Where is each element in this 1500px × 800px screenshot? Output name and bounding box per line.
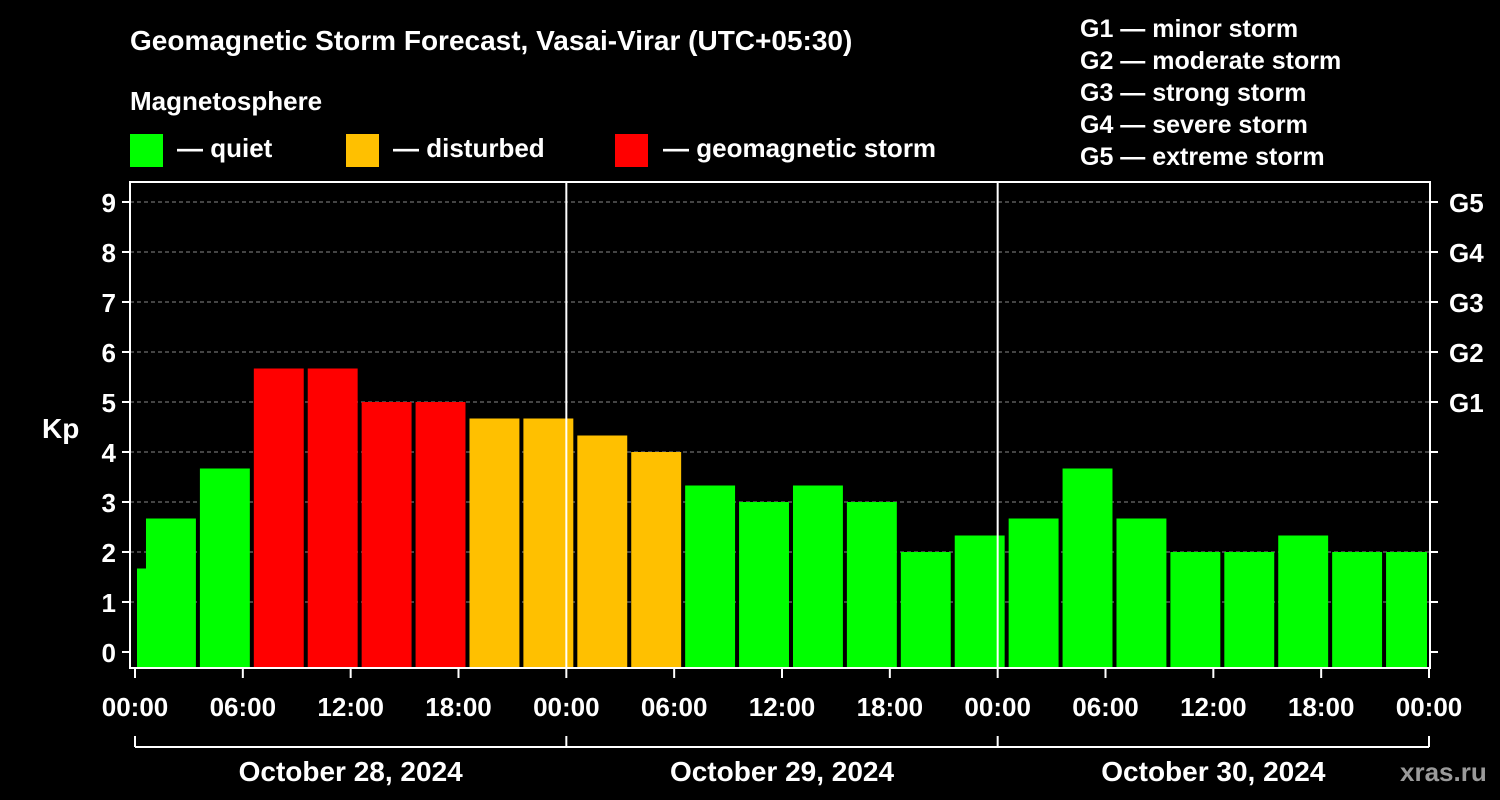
x-tick-label-0: 00:00 bbox=[102, 692, 169, 722]
x-tick-label-9: 06:00 bbox=[1072, 692, 1139, 722]
x-tick-label-1: 06:00 bbox=[210, 692, 277, 722]
g-scale-label-g4: G4 bbox=[1449, 238, 1484, 268]
day-label-2: October 29, 2024 bbox=[670, 756, 895, 787]
legend-label-storm: — geomagnetic storm bbox=[663, 133, 936, 163]
g-scale-label-g3: G3 bbox=[1449, 288, 1484, 318]
kp-bar-10 bbox=[577, 435, 628, 668]
kp-bar-23 bbox=[1278, 535, 1329, 668]
g-scale-label-g2: G2 bbox=[1449, 338, 1484, 368]
kp-bar-8 bbox=[469, 418, 520, 668]
day-label-1: October 28, 2024 bbox=[239, 756, 464, 787]
kp-bar-15 bbox=[846, 502, 897, 668]
x-tick-label-4: 00:00 bbox=[533, 692, 600, 722]
y-tick-label-4: 4 bbox=[102, 438, 117, 468]
kp-bar-2 bbox=[145, 518, 196, 668]
kp-bar-21 bbox=[1170, 552, 1221, 668]
y-tick-label-7: 7 bbox=[102, 288, 116, 318]
plot-frame bbox=[129, 181, 1431, 669]
y-tick-label-2: 2 bbox=[102, 538, 116, 568]
kp-bar-24 bbox=[1332, 552, 1383, 668]
kp-bar-12 bbox=[685, 485, 736, 668]
x-tick-label-11: 18:00 bbox=[1288, 692, 1355, 722]
kp-bar-4 bbox=[253, 368, 304, 668]
kp-bar-7 bbox=[415, 402, 466, 668]
x-tick-label-7: 18:00 bbox=[857, 692, 924, 722]
legend-label-disturbed: — disturbed bbox=[393, 133, 545, 163]
legend-swatch-storm bbox=[615, 134, 648, 167]
storm-scale-g5: G5 — extreme storm bbox=[1080, 143, 1325, 171]
legend-title: Magnetosphere bbox=[130, 86, 322, 116]
storm-scale-g1: G1 — minor storm bbox=[1080, 15, 1298, 43]
y-tick-label-1: 1 bbox=[102, 588, 116, 618]
day-label-3: October 30, 2024 bbox=[1101, 756, 1326, 787]
bars-layer bbox=[137, 368, 1427, 668]
x-tick-label-6: 12:00 bbox=[749, 692, 816, 722]
kp-bar-18 bbox=[1008, 518, 1059, 668]
x-tick-label-8: 00:00 bbox=[964, 692, 1031, 722]
storm-scale-g2: G2 — moderate storm bbox=[1080, 47, 1341, 75]
storm-scale-g4: G4 — severe storm bbox=[1080, 111, 1308, 139]
chart-title: Geomagnetic Storm Forecast, Vasai-Virar … bbox=[130, 25, 852, 56]
kp-bar-13 bbox=[739, 502, 789, 668]
y-tick-label-5: 5 bbox=[102, 388, 116, 418]
x-tick-label-3: 18:00 bbox=[425, 692, 492, 722]
y-axis-label: Kp bbox=[42, 413, 79, 444]
y-tick-label-3: 3 bbox=[102, 488, 116, 518]
y-tick-label-9: 9 bbox=[102, 188, 116, 218]
x-tick-label-12: 00:00 bbox=[1396, 692, 1463, 722]
axes-layer bbox=[129, 181, 1431, 669]
y-tick-label-6: 6 bbox=[102, 338, 116, 368]
kp-bar-14 bbox=[792, 485, 843, 668]
x-tick-label-2: 12:00 bbox=[317, 692, 384, 722]
kp-bar-3 bbox=[199, 468, 250, 668]
kp-bar-5 bbox=[307, 368, 358, 668]
kp-bar-25 bbox=[1386, 552, 1427, 668]
kp-bar-19 bbox=[1062, 468, 1113, 668]
kp-bar-9 bbox=[523, 418, 574, 668]
y-tick-label-8: 8 bbox=[102, 238, 116, 268]
legend-label-quiet: — quiet bbox=[177, 133, 273, 163]
g-scale-label-g5: G5 bbox=[1449, 188, 1484, 218]
g-scale-label-g1: G1 bbox=[1449, 388, 1484, 418]
watermark: xras.ru bbox=[1400, 757, 1487, 787]
kp-bar-17 bbox=[954, 535, 1005, 668]
y-tick-label-0: 0 bbox=[102, 638, 116, 668]
kp-bar-16 bbox=[900, 552, 951, 668]
kp-bar-11 bbox=[631, 452, 682, 668]
legend-swatch-quiet bbox=[130, 134, 163, 167]
storm-scale-g3: G3 — strong storm bbox=[1080, 79, 1306, 107]
x-tick-label-10: 12:00 bbox=[1180, 692, 1247, 722]
kp-bar-22 bbox=[1224, 552, 1275, 668]
kp-bar-6 bbox=[361, 402, 412, 668]
ticks-layer: 0 1 2 3 4 5 6 7 8 9 G1 G2 G3 G4 G5 00:00 06:00 12:00 18:00… bbox=[102, 188, 1485, 787]
x-tick-label-5: 06:00 bbox=[641, 692, 708, 722]
legend-swatch-disturbed bbox=[346, 134, 379, 167]
kp-bar-20 bbox=[1116, 518, 1167, 668]
